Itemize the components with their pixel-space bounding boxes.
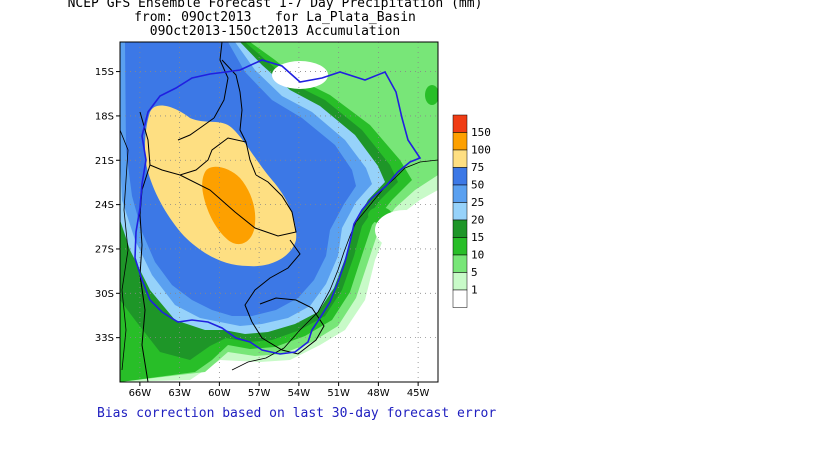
legend-label-15: 15 bbox=[471, 231, 484, 244]
legend-swatch-25 bbox=[452, 184, 468, 203]
latitude-axis: 15S 18S 21S 24S 27S 30S 33S bbox=[95, 67, 120, 344]
lat-tick-label: 30S bbox=[95, 289, 114, 300]
dry-patch bbox=[272, 61, 328, 89]
border-peru-bolivia bbox=[213, 42, 229, 119]
legend-label-150: 150 bbox=[471, 126, 491, 139]
map-frame bbox=[119, 41, 439, 383]
lon-tick-label: 45W bbox=[407, 388, 430, 399]
legend-swatch-150 bbox=[452, 114, 468, 133]
border-chile-argentina bbox=[139, 111, 151, 382]
legend-label-50: 50 bbox=[471, 179, 484, 192]
border-argentina-brazil bbox=[244, 239, 301, 323]
lat-tick-label: 24S bbox=[95, 200, 114, 211]
basin-outline bbox=[134, 59, 422, 355]
longitude-axis: 66W 63W 60W 57W 54W 51W 48W 45W bbox=[129, 382, 430, 399]
lon-tick-label: 48W bbox=[367, 388, 390, 399]
title-line-3: 09Oct2013-15Oct2013 Accumulation bbox=[149, 24, 401, 39]
border-bolivia-brazil bbox=[177, 59, 247, 143]
legend-swatch-5 bbox=[452, 254, 468, 273]
legend-label-25: 25 bbox=[471, 196, 484, 209]
legend-swatch-75 bbox=[452, 149, 468, 168]
lon-tick-label: 63W bbox=[168, 388, 191, 399]
precip-band-100 bbox=[202, 166, 256, 245]
title-line-1: NCEP GFS Ensemble Forecast 1-7 Day Preci… bbox=[67, 0, 483, 11]
country-borders bbox=[139, 42, 325, 382]
lat-tick-label: 33S bbox=[95, 333, 114, 344]
legend-label-100: 100 bbox=[471, 144, 491, 157]
legend-swatch-1 bbox=[452, 272, 468, 291]
lon-tick-label: 54W bbox=[288, 388, 311, 399]
lon-tick-label: 66W bbox=[129, 388, 152, 399]
border-paraguay bbox=[179, 174, 297, 237]
legend-swatch-below bbox=[452, 289, 468, 308]
legend-label-10: 10 bbox=[471, 249, 484, 262]
lat-tick-label: 18S bbox=[95, 111, 114, 122]
legend-label-5: 5 bbox=[471, 266, 478, 279]
title-line-2: from: 09Oct2013 for La_Plata_Basin bbox=[134, 10, 416, 25]
bias-correction-note: Bias correction based on last 30-day for… bbox=[97, 406, 497, 421]
coastline bbox=[120, 129, 438, 371]
legend-swatch-50 bbox=[452, 167, 468, 186]
lon-tick-label: 51W bbox=[327, 388, 350, 399]
precipitation-field bbox=[120, 42, 438, 382]
lat-tick-label: 27S bbox=[95, 244, 114, 255]
dry-patch bbox=[375, 210, 435, 250]
legend-label-75: 75 bbox=[471, 161, 484, 174]
coastal-patch bbox=[425, 85, 438, 105]
border-bolivia-argentina-paraguay bbox=[149, 137, 257, 176]
color-legend: 150 100 75 50 25 20 15 10 5 1 bbox=[452, 114, 491, 308]
legend-label-20: 20 bbox=[471, 214, 484, 227]
legend-label-1: 1 bbox=[471, 284, 478, 297]
lat-tick-label: 21S bbox=[95, 156, 114, 167]
legend-swatch-100 bbox=[452, 132, 468, 151]
lon-tick-label: 57W bbox=[248, 388, 271, 399]
border-uruguay bbox=[251, 297, 325, 355]
lat-tick-label: 15S bbox=[95, 67, 114, 78]
legend-swatch-20 bbox=[452, 202, 468, 221]
legend-swatch-10 bbox=[452, 237, 468, 256]
lon-tick-label: 60W bbox=[208, 388, 231, 399]
legend-swatch-15 bbox=[452, 219, 468, 238]
